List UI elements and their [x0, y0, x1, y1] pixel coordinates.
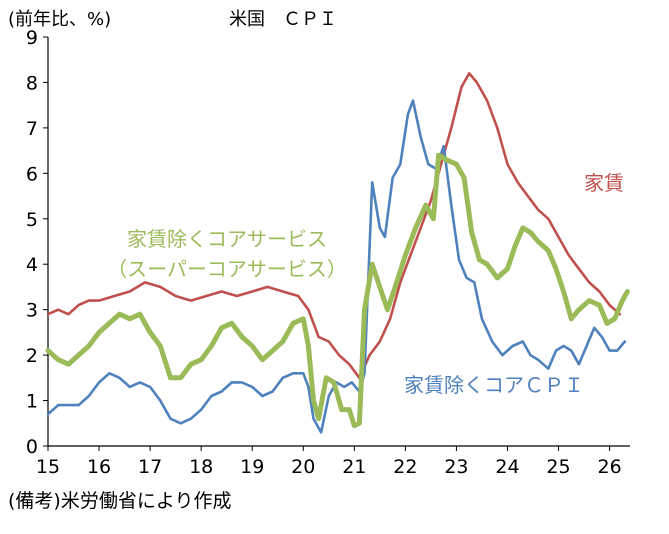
series-label-rent: 家賃	[584, 171, 624, 195]
y-tick-label: 6	[26, 163, 38, 185]
x-tick-label: 24	[495, 456, 519, 478]
x-tick-label: 22	[393, 456, 417, 478]
x-tick-label: 18	[189, 456, 213, 478]
x-tick-label: 26	[597, 456, 621, 478]
source-note: (備考)米労働省により作成	[8, 490, 231, 512]
series-label-supercore: 家賃除くコアサービス	[127, 227, 327, 251]
x-tick-label: 17	[138, 456, 162, 478]
y-tick-label: 1	[26, 391, 38, 413]
y-tick-label: 3	[26, 300, 38, 322]
x-tick-label: 16	[87, 456, 111, 478]
y-tick-label: 7	[26, 118, 38, 140]
x-tick-label: 21	[342, 456, 366, 478]
series-lines	[45, 72, 630, 434]
x-tick-label: 15	[36, 456, 60, 478]
series-label-supercore: （スーパーコアサービス）	[107, 257, 347, 281]
series-line-rent	[46, 72, 622, 380]
plot-axes	[47, 37, 630, 447]
x-tick-label: 25	[546, 456, 570, 478]
y-tick-label: 4	[26, 254, 38, 276]
y-tick-label: 0	[26, 436, 38, 458]
x-axis-ticks: 15 16 17 18 19 20 21 22 23 24 25 26	[36, 446, 622, 478]
y-tick-label: 8	[26, 72, 38, 94]
x-tick-label: 23	[444, 456, 468, 478]
y-tick-label: 9	[26, 27, 38, 49]
series-line-supercore	[45, 152, 630, 429]
chart-title: 米国 ＣＰＩ	[229, 9, 337, 30]
series-label-core-ex-rent: 家賃除くコアＣＰＩ	[404, 373, 584, 397]
y-axis-ticks: 0 1 2 3 4 5 6 7 8 9	[26, 27, 48, 458]
y-tick-label: 2	[26, 345, 38, 367]
y-tick-label: 5	[26, 209, 38, 231]
x-tick-label: 20	[291, 456, 315, 478]
x-tick-label: 19	[240, 456, 264, 478]
unit-label: (前年比、%)	[8, 9, 111, 30]
